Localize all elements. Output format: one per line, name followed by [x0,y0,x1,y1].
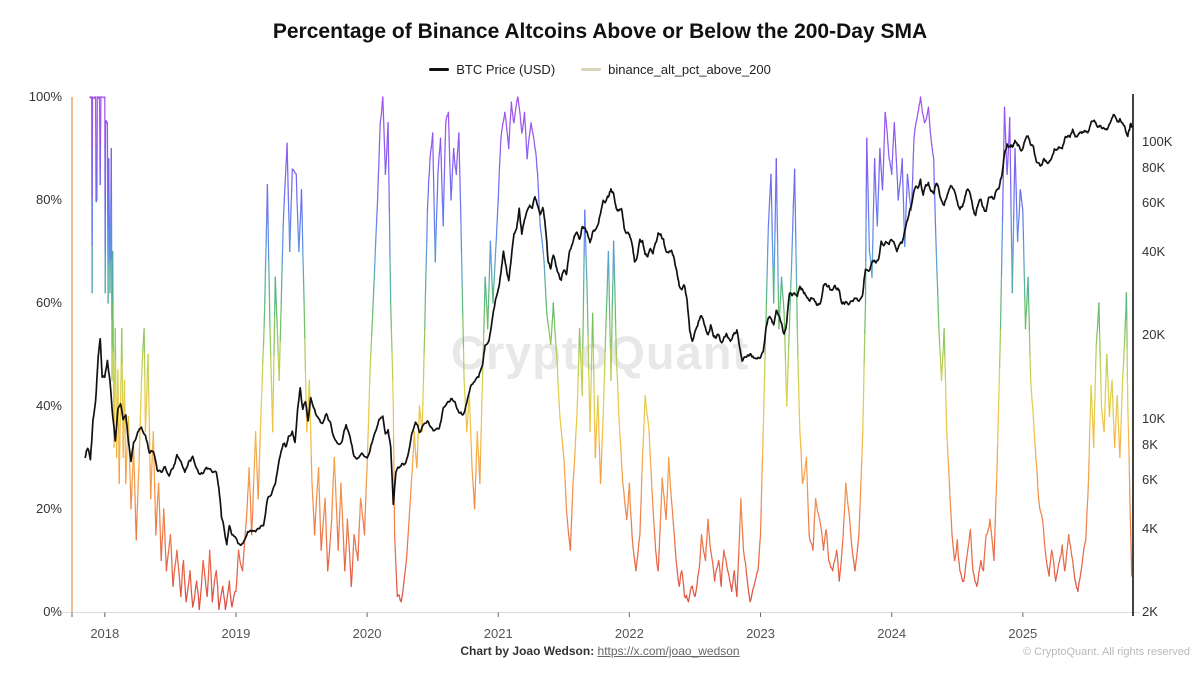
x-axis-year-tick: 2019 [221,626,251,641]
x-axis-year-tick: 2025 [1008,626,1038,641]
page-title: Percentage of Binance Altcoins Above or … [272,20,928,43]
y-axis-left-tick: 20% [35,501,62,516]
x-axis-year-tick: 2021 [483,626,513,641]
x-axis-year-tick: 2022 [614,626,644,641]
y-axis-right-tick: 60K [1142,195,1166,211]
y-axis-right-tick: 40K [1142,243,1166,259]
legend-item-alt-pct: binance_alt_pct_above_200 [581,62,771,77]
legend-swatch-alt-pct [581,68,602,71]
y-axis-left-tick: 80% [35,192,62,207]
y-axis-right-tick: 80K [1142,160,1166,176]
y-axis-left-tick: 100% [28,89,62,104]
y-axis-right-tick: 6K [1142,471,1158,487]
y-axis-right-tick: 8K [1142,437,1158,453]
y-axis-right-tick: 100K [1142,133,1173,149]
legend-label-alt-pct: binance_alt_pct_above_200 [608,62,771,77]
legend-label-btc: BTC Price (USD) [456,62,556,77]
legend-item-btc-price: BTC Price (USD) [429,62,555,77]
y-axis-left-tick: 40% [35,398,62,413]
chart-credit: Chart by Joao Wedson: https://x.com/joao… [0,644,1200,658]
x-axis-year-tick: 2018 [90,626,120,641]
x-axis-year-tick: 2024 [877,626,907,641]
y-axis-right-tick: 4K [1142,520,1158,536]
legend-swatch-btc [429,68,450,71]
legend: BTC Price (USD) binance_alt_pct_above_20… [0,62,1200,77]
y-axis-left-tick: 60% [35,295,62,310]
credit-author-label: Chart by Joao Wedson: [460,644,595,658]
y-axis-right-tick: 20K [1142,327,1166,343]
copyright-notice: © CryptoQuant. All rights reserved [1022,646,1190,658]
credit-link[interactable]: https://x.com/joao_wedson [597,644,740,658]
x-axis-year-tick: 2023 [746,626,775,641]
x-axis-year-tick: 2020 [352,626,382,641]
y-axis-left-tick: 0% [43,604,62,619]
y-axis-right-tick: 2K [1142,604,1158,619]
cryptoquant-watermark: CryptoQuant [450,326,750,379]
y-axis-right-tick: 10K [1142,410,1166,426]
